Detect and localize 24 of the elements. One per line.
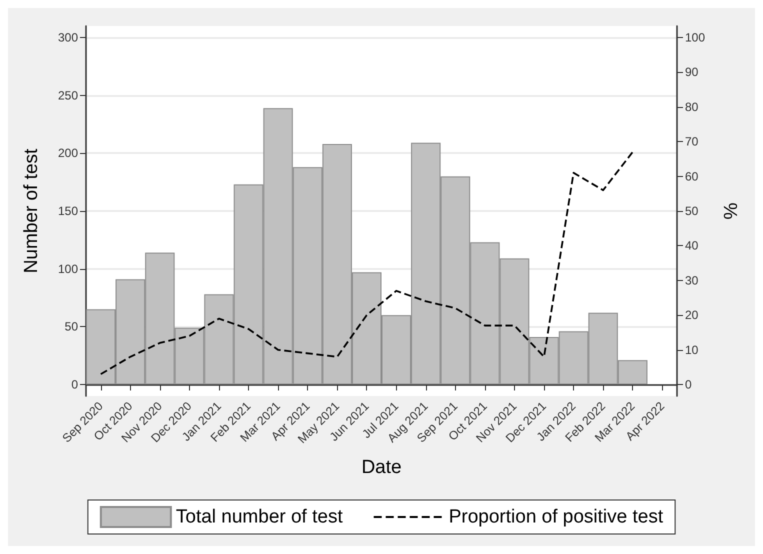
x-axis-title: Date xyxy=(361,457,402,478)
y2-axis-title: % xyxy=(721,202,742,220)
legend-label: Proportion of positive test xyxy=(448,506,664,528)
y-tick-label: 300 xyxy=(58,30,78,45)
y-tick-label: 0 xyxy=(71,377,78,392)
y2-tick-label: 100 xyxy=(685,30,706,44)
legend-label: Total number of test xyxy=(176,506,344,528)
y2-tick-label: 20 xyxy=(685,308,699,322)
line-series xyxy=(100,151,634,376)
y2-tick-label: 50 xyxy=(685,204,699,218)
y-tick-label: 150 xyxy=(58,204,78,218)
y2-tick-label: 70 xyxy=(685,134,699,149)
y2-tick-label: 30 xyxy=(685,273,699,288)
y2-tick-label: 80 xyxy=(685,100,699,114)
y2-tick-label: 40 xyxy=(685,238,699,253)
y-tick-label: 100 xyxy=(58,262,78,276)
y2-tick-label: 60 xyxy=(685,169,699,184)
y2-tick-label: 90 xyxy=(685,65,699,80)
y2-tick-label: 0 xyxy=(685,378,692,392)
y2-tick-label: 10 xyxy=(685,342,699,357)
y-tick-label: 200 xyxy=(58,146,78,160)
y-axis-title: Number of test xyxy=(21,148,42,274)
y-tick-label: 250 xyxy=(58,88,78,102)
y-tick-label: 50 xyxy=(64,320,78,334)
